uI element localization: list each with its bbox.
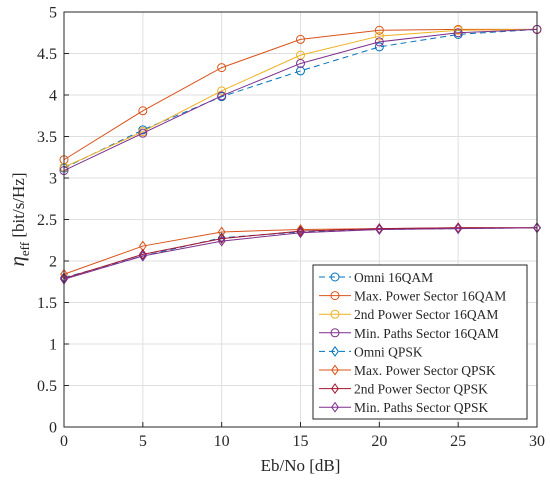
y-axis-ticks: 0 0.5 1 1.5 2 2.5 3 3.5 4 4.5 5 <box>37 5 69 437</box>
data-point <box>374 31 384 41</box>
legend-label: Min. Paths Sector 16QAM <box>354 326 499 341</box>
data-point <box>296 227 305 239</box>
data-point <box>296 224 305 235</box>
legend-marker <box>330 309 340 319</box>
legend-label: Max. Power Sector QPSK <box>354 363 496 378</box>
legend-label: Omni 16QAM <box>354 270 433 285</box>
x-tick-label: 20 <box>371 433 387 450</box>
data-point <box>374 25 384 35</box>
legend-marker <box>330 328 340 338</box>
y-tick-label: 3 <box>49 171 57 188</box>
legend-marker <box>331 401 339 413</box>
y-tick-label: 1 <box>49 337 57 354</box>
legend-marker <box>331 364 339 376</box>
x-tick-label: 30 <box>529 433 545 450</box>
series-line <box>63 227 537 279</box>
data-point <box>138 250 147 262</box>
legend-marker <box>331 345 339 357</box>
legend-label: Max. Power Sector 16QAM <box>354 289 506 304</box>
y-tick-label: 4 <box>49 88 57 105</box>
series-line <box>63 28 537 161</box>
data-point <box>217 233 226 245</box>
legend-label: 2nd Power Sector 16QAM <box>354 307 498 322</box>
series-line <box>63 28 538 171</box>
x-tick-label: 5 <box>139 433 147 450</box>
series-3 <box>59 24 542 176</box>
y-axis-label-unit: [bit/s/Hz] <box>9 172 28 241</box>
legend-label: 2nd Power Sector QPSK <box>354 382 488 397</box>
data-point <box>453 28 463 38</box>
y-tick-label: 3.5 <box>37 129 57 146</box>
data-point <box>296 225 305 237</box>
data-point <box>374 37 384 47</box>
series-line <box>63 28 538 168</box>
data-point <box>138 128 148 138</box>
data-point <box>296 66 305 76</box>
y-tick-label: 1.5 <box>37 295 57 312</box>
x-axis-label: Eb/No [dB] <box>261 456 341 475</box>
x-tick-label: 0 <box>60 433 68 450</box>
data-point <box>296 58 305 68</box>
data-point <box>454 223 463 235</box>
x-axis-ticks: 0 5 10 15 20 25 30 <box>60 422 545 450</box>
series-line <box>63 227 538 280</box>
x-tick-label: 25 <box>450 433 466 450</box>
y-tick-label: 4.5 <box>37 46 57 63</box>
data-point <box>374 42 384 52</box>
data-point <box>375 224 384 235</box>
y-tick-label: 0.5 <box>37 378 57 395</box>
y-tick-label: 5 <box>49 5 57 22</box>
legend-label: Min. Paths Sector QPSK <box>354 400 489 415</box>
data-point <box>217 91 227 101</box>
y-tick-label: 2.5 <box>37 212 57 229</box>
data-point <box>217 235 226 247</box>
legend-box <box>312 264 528 420</box>
y-axis-label-subscript: eff <box>17 241 32 256</box>
legend-marker <box>330 272 340 282</box>
x-tick-label: 15 <box>293 433 309 450</box>
legend-marker <box>330 291 340 301</box>
data-point <box>453 25 463 35</box>
data-point <box>296 34 305 44</box>
y-axis-label-symbol: η <box>5 256 29 266</box>
legend-marker <box>331 383 339 395</box>
data-point <box>217 86 227 96</box>
legend: Omni 16QAM Max. Power Sector 16QAM 2nd Pow… <box>312 264 528 420</box>
x-tick-label: 10 <box>214 433 230 450</box>
legend-label: Omni QPSK <box>354 344 423 359</box>
data-point <box>138 106 148 116</box>
data-point <box>217 63 227 73</box>
data-point <box>138 248 147 260</box>
y-axis-label: ηeff [bit/s/Hz] <box>5 172 32 266</box>
y-tick-label: 2 <box>49 254 57 271</box>
y-tick-label: 0 <box>49 420 57 437</box>
